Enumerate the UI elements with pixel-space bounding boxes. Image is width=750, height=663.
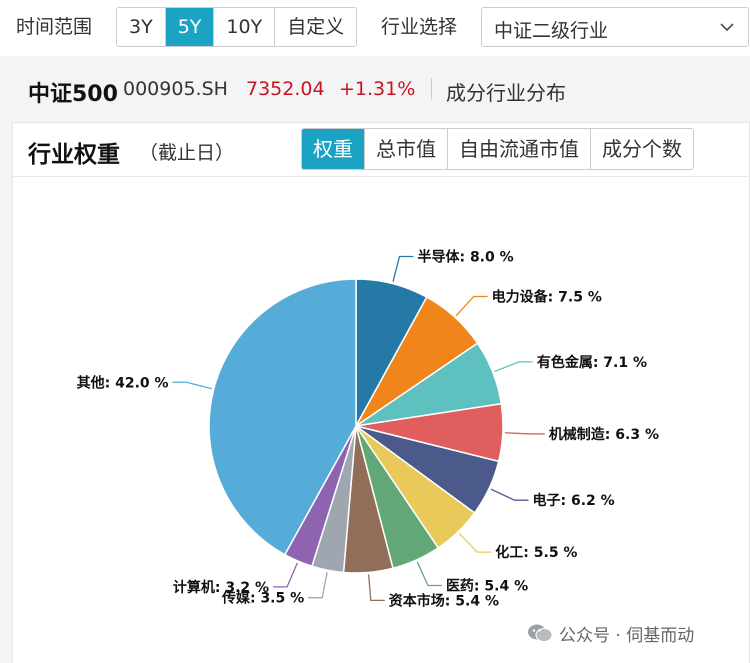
index-code: 000905.SH: [123, 78, 228, 100]
index-info: 中证500 000905.SH 7352.04 +1.31% 成分行业分布: [0, 62, 750, 116]
tab-free-float-market-cap[interactable]: 自由流通市值: [448, 129, 591, 169]
slice-label: 化工: 5.5 %: [495, 544, 577, 561]
time-range-label: 时间范围: [16, 16, 93, 38]
leader-line: [494, 361, 533, 373]
watermark: 公众号 · 伺基而动: [527, 621, 695, 646]
leader-line: [455, 295, 488, 317]
slice-label: 传媒: 3.5 %: [221, 590, 304, 607]
index-name: 中证500: [28, 82, 118, 107]
divider: [431, 78, 432, 100]
time-option-custom[interactable]: 自定义: [287, 16, 345, 38]
leader-line: [504, 432, 545, 435]
filter-bar: 时间范围 3Y 5Y 10Y 自定义 行业选择 中证二级行业: [0, 0, 750, 56]
leader-line: [458, 532, 492, 553]
card-divider: [13, 176, 750, 177]
metric-tabs: 权重 总市值 自由流通市值 成分个数: [301, 128, 694, 170]
index-subtitle: 成分行业分布: [446, 81, 566, 105]
watermark-text: 公众号 · 伺基而动: [559, 625, 695, 646]
tab-constituent-count[interactable]: 成分个数: [602, 137, 682, 161]
time-option-3y[interactable]: 3Y: [117, 8, 166, 46]
leader-line: [490, 488, 529, 501]
wechat-icon: [528, 624, 553, 642]
card-note: （截止日）: [139, 142, 235, 164]
time-option-5y[interactable]: 5Y: [165, 8, 215, 46]
index-price: 7352.04: [246, 78, 325, 100]
leader-line: [416, 561, 442, 587]
time-range-segmented: 3Y 5Y 10Y 自定义: [116, 7, 358, 47]
slice-label: 半导体: 8.0 %: [417, 248, 513, 265]
tab-total-market-cap[interactable]: 总市值: [365, 129, 448, 169]
time-option-10y[interactable]: 10Y: [214, 8, 276, 46]
slice-label: 其他: 42.0 %: [77, 374, 169, 391]
slice-label: 机械制造: 6.3 %: [549, 426, 659, 443]
slice-label: 医药: 5.4 %: [446, 578, 528, 595]
slice-label: 资本市场: 5.4 %: [389, 592, 499, 609]
index-change: +1.31%: [339, 78, 416, 100]
slice-label: 电子: 6.2 %: [532, 492, 614, 509]
industry-select-value: 中证二级行业: [494, 20, 609, 42]
card-title: 行业权重: [28, 142, 120, 168]
leader-line: [392, 255, 414, 282]
industry-select[interactable]: 中证二级行业: [481, 7, 749, 47]
leader-line: [308, 572, 328, 599]
leader-line: [367, 574, 385, 602]
leader-line: [172, 381, 212, 390]
slice-label: 计算机: 3.2 %: [173, 579, 269, 596]
industry-select-label: 行业选择: [381, 16, 458, 38]
slice-label: 电力设备: 7.5 %: [492, 288, 602, 305]
chevron-down-icon: [720, 23, 734, 32]
leader-line: [273, 562, 298, 588]
tab-weight[interactable]: 权重: [302, 129, 365, 169]
pie-slice[interactable]: [208, 278, 357, 556]
slice-label: 有色金属: 7.1 %: [537, 354, 647, 371]
